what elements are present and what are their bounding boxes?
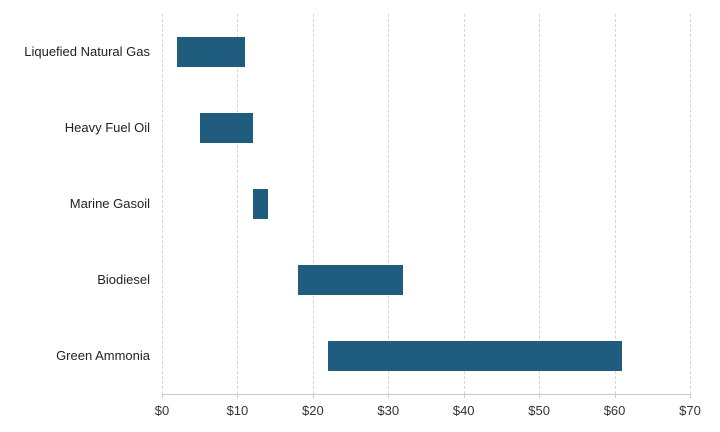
- x-tick-label: $50: [528, 403, 550, 418]
- x-axis-line: [162, 394, 690, 395]
- x-axis-tick: [690, 394, 691, 398]
- x-axis-tick: [162, 394, 163, 398]
- x-gridline: [690, 14, 691, 394]
- range-bar: [199, 113, 253, 143]
- x-axis-tick: [312, 394, 314, 398]
- category-label: Biodiesel: [97, 272, 150, 287]
- x-gridline: [614, 14, 616, 394]
- x-gridline: [388, 14, 390, 394]
- range-bar: [297, 265, 404, 295]
- range-bar: [177, 37, 245, 67]
- x-tick-label: $20: [301, 403, 324, 418]
- x-tick-label: $30: [377, 403, 400, 418]
- category-label: Heavy Fuel Oil: [64, 120, 150, 135]
- x-gridline: [162, 14, 163, 394]
- x-gridline: [463, 14, 465, 394]
- category-label: Green Ammonia: [56, 348, 150, 363]
- x-axis-tick: [237, 394, 239, 398]
- category-label: Liquefied Natural Gas: [24, 44, 150, 59]
- range-bar: [327, 341, 623, 371]
- x-axis-tick: [539, 394, 541, 398]
- category-label: Marine Gasoil: [69, 196, 150, 211]
- x-axis-tick: [614, 394, 616, 398]
- x-gridline: [237, 14, 239, 394]
- x-tick-label: $10: [226, 403, 249, 418]
- x-tick-label: $40: [452, 403, 475, 418]
- x-tick-label: $60: [603, 403, 626, 418]
- x-tick-label: $0: [154, 403, 170, 418]
- x-gridline: [539, 14, 541, 394]
- x-axis-tick: [463, 394, 465, 398]
- range-bar: [252, 189, 268, 219]
- x-tick-label: $70: [679, 403, 701, 418]
- x-axis-tick: [388, 394, 390, 398]
- x-gridline: [312, 14, 314, 394]
